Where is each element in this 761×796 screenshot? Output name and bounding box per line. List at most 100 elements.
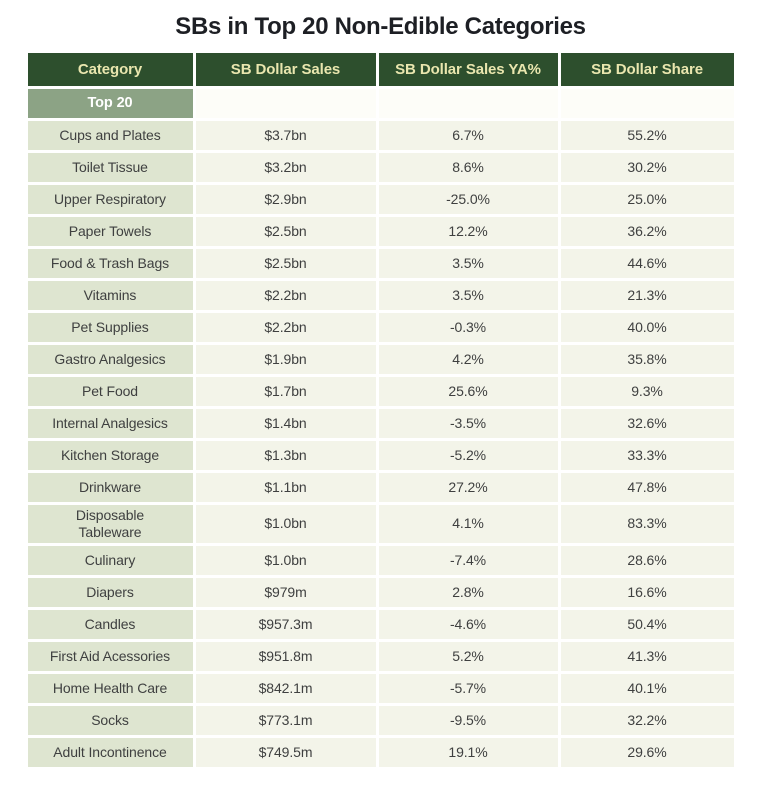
- category-cell: Pet Supplies: [27, 313, 193, 342]
- group-empty-cell: [195, 89, 376, 118]
- value-cell: 25.6%: [378, 377, 558, 406]
- header-row: Category SB Dollar Sales SB Dollar Sales…: [27, 53, 734, 86]
- value-cell: 3.5%: [378, 281, 558, 310]
- value-cell: $2.5bn: [195, 249, 376, 278]
- table-row: Disposable Tableware $1.0bn 4.1% 83.3%: [27, 505, 734, 543]
- value-cell: $957.3m: [195, 609, 376, 639]
- category-cell: Vitamins: [27, 281, 193, 310]
- category-cell: Disposable Tableware: [27, 505, 193, 543]
- value-cell: 30.2%: [560, 153, 734, 182]
- category-cell: Adult Incontinence: [27, 737, 193, 767]
- category-cell: Home Health Care: [27, 673, 193, 703]
- value-cell: 47.8%: [560, 473, 734, 502]
- table-row: Vitamins $2.2bn 3.5% 21.3%: [27, 281, 734, 310]
- table-row: Diapers $979m 2.8% 16.6%: [27, 577, 734, 607]
- group-label: Top 20: [27, 89, 193, 118]
- value-cell: $2.2bn: [195, 281, 376, 310]
- table-body: Top 20 Cups and Plates $3.7bn 6.7% 55.2% Toi…: [27, 89, 734, 767]
- value-cell: 27.2%: [378, 473, 558, 502]
- value-cell: $979m: [195, 577, 376, 607]
- value-cell: 5.2%: [378, 641, 558, 671]
- table-row: Socks $773.1m -9.5% 32.2%: [27, 705, 734, 735]
- value-cell: 32.2%: [560, 705, 734, 735]
- table-row: Upper Respiratory $2.9bn -25.0% 25.0%: [27, 185, 734, 214]
- value-cell: $1.3bn: [195, 441, 376, 470]
- category-cell: First Aid Acessories: [27, 641, 193, 671]
- category-cell: Pet Food: [27, 377, 193, 406]
- value-cell: 33.3%: [560, 441, 734, 470]
- table-row: Gastro Analgesics $1.9bn 4.2% 35.8%: [27, 345, 734, 374]
- value-cell: 44.6%: [560, 249, 734, 278]
- value-cell: 32.6%: [560, 409, 734, 438]
- value-cell: $1.1bn: [195, 473, 376, 502]
- table-row: Cups and Plates $3.7bn 6.7% 55.2%: [27, 121, 734, 150]
- value-cell: 29.6%: [560, 737, 734, 767]
- value-cell: 55.2%: [560, 121, 734, 150]
- group-empty-cell: [378, 89, 558, 118]
- value-cell: 8.6%: [378, 153, 558, 182]
- value-cell: $2.5bn: [195, 217, 376, 246]
- category-cell: Diapers: [27, 577, 193, 607]
- value-cell: 35.8%: [560, 345, 734, 374]
- category-cell: Toilet Tissue: [27, 153, 193, 182]
- value-cell: 9.3%: [560, 377, 734, 406]
- value-cell: 28.6%: [560, 545, 734, 575]
- table-row: Pet Supplies $2.2bn -0.3% 40.0%: [27, 313, 734, 342]
- value-cell: -3.5%: [378, 409, 558, 438]
- table-row: Internal Analgesics $1.4bn -3.5% 32.6%: [27, 409, 734, 438]
- value-cell: $749.5m: [195, 737, 376, 767]
- group-empty-cell: [560, 89, 734, 118]
- value-cell: 36.2%: [560, 217, 734, 246]
- value-cell: 3.5%: [378, 249, 558, 278]
- table-row: Adult Incontinence $749.5m 19.1% 29.6%: [27, 737, 734, 767]
- value-cell: 6.7%: [378, 121, 558, 150]
- table-header: Category SB Dollar Sales SB Dollar Sales…: [27, 53, 734, 86]
- value-cell: $1.0bn: [195, 505, 376, 543]
- header-sb-dollar-share: SB Dollar Share: [560, 53, 734, 86]
- value-cell: 19.1%: [378, 737, 558, 767]
- value-cell: 25.0%: [560, 185, 734, 214]
- value-cell: $773.1m: [195, 705, 376, 735]
- value-cell: -4.6%: [378, 609, 558, 639]
- value-cell: -9.5%: [378, 705, 558, 735]
- value-cell: -5.2%: [378, 441, 558, 470]
- value-cell: 50.4%: [560, 609, 734, 639]
- table-row: First Aid Acessories $951.8m 5.2% 41.3%: [27, 641, 734, 671]
- table-row: Paper Towels $2.5bn 12.2% 36.2%: [27, 217, 734, 246]
- header-sb-dollar-sales: SB Dollar Sales: [195, 53, 376, 86]
- value-cell: 40.0%: [560, 313, 734, 342]
- category-cell: Food & Trash Bags: [27, 249, 193, 278]
- table-row: Drinkware $1.1bn 27.2% 47.8%: [27, 473, 734, 502]
- value-cell: 21.3%: [560, 281, 734, 310]
- category-cell: Internal Analgesics: [27, 409, 193, 438]
- value-cell: 2.8%: [378, 577, 558, 607]
- table-row: Home Health Care $842.1m -5.7% 40.1%: [27, 673, 734, 703]
- value-cell: $1.7bn: [195, 377, 376, 406]
- category-cell: Gastro Analgesics: [27, 345, 193, 374]
- table-row: Pet Food $1.7bn 25.6% 9.3%: [27, 377, 734, 406]
- value-cell: $3.2bn: [195, 153, 376, 182]
- header-sb-dollar-sales-ya: SB Dollar Sales YA%: [378, 53, 558, 86]
- category-cell: Socks: [27, 705, 193, 735]
- value-cell: $1.0bn: [195, 545, 376, 575]
- page-title: SBs in Top 20 Non-Edible Categories: [175, 13, 586, 40]
- value-cell: 12.2%: [378, 217, 558, 246]
- value-cell: $2.2bn: [195, 313, 376, 342]
- value-cell: $1.4bn: [195, 409, 376, 438]
- header-category: Category: [27, 53, 193, 86]
- group-row-top20: Top 20: [27, 89, 734, 118]
- value-cell: 83.3%: [560, 505, 734, 543]
- category-cell: Culinary: [27, 545, 193, 575]
- value-cell: $842.1m: [195, 673, 376, 703]
- value-cell: $1.9bn: [195, 345, 376, 374]
- value-cell: $2.9bn: [195, 185, 376, 214]
- value-cell: -7.4%: [378, 545, 558, 575]
- value-cell: 41.3%: [560, 641, 734, 671]
- value-cell: 4.2%: [378, 345, 558, 374]
- category-cell: Cups and Plates: [27, 121, 193, 150]
- table-row: Kitchen Storage $1.3bn -5.2% 33.3%: [27, 441, 734, 470]
- table-row: Food & Trash Bags $2.5bn 3.5% 44.6%: [27, 249, 734, 278]
- table-row: Candles $957.3m -4.6% 50.4%: [27, 609, 734, 639]
- value-cell: 16.6%: [560, 577, 734, 607]
- value-cell: 40.1%: [560, 673, 734, 703]
